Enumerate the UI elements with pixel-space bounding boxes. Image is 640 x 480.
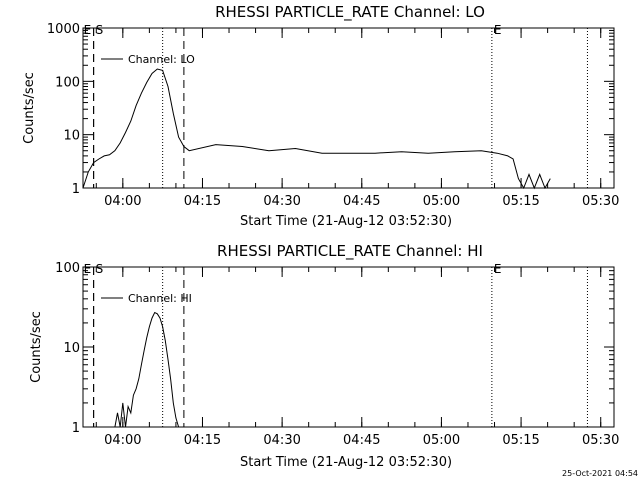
x-tick-label: 04:00 — [104, 194, 141, 209]
y-tick-label: 100 — [55, 261, 80, 276]
x-axis-label: Start Time (21-Aug-12 03:52:30) — [240, 455, 452, 470]
footer-timestamp: 25-Oct-2021 04:54 — [562, 469, 638, 478]
x-tick-label: 04:00 — [104, 433, 141, 448]
y-tick-label: 1000 — [47, 22, 80, 37]
x-tick-label: 04:30 — [263, 433, 300, 448]
legend-label: Channel: LO — [128, 53, 195, 66]
x-tick-label: 04:30 — [263, 194, 300, 209]
x-tick-label: 05:30 — [582, 194, 619, 209]
chart-panel-lo: RHESSI PARTICLE_RATE Channel: LO Start T… — [22, 3, 619, 229]
x-tick-label: 04:45 — [343, 433, 380, 448]
y-axis-label: Counts/sec — [29, 311, 44, 383]
x-tick-label: 05:15 — [502, 433, 539, 448]
y-tick-label: 1 — [72, 421, 80, 436]
y-tick-label: 1 — [72, 182, 80, 197]
y-axis-label: Counts/sec — [22, 72, 37, 144]
y-tick-label: 100 — [55, 75, 80, 90]
y-tick-label: 10 — [63, 129, 80, 144]
chart-title: RHESSI PARTICLE_RATE Channel: HI — [217, 242, 483, 261]
marker-label: E — [84, 23, 92, 37]
series-line — [82, 68, 551, 190]
chart-title: RHESSI PARTICLE_RATE Channel: LO — [215, 3, 485, 22]
y-tick-label: 10 — [63, 341, 80, 356]
marker-label: E — [84, 262, 92, 276]
marker-label: S — [96, 262, 104, 276]
plot-frame — [82, 27, 615, 189]
marker-label: E — [494, 23, 502, 37]
x-tick-label: 05:15 — [502, 194, 539, 209]
x-tick-label: 04:45 — [343, 194, 380, 209]
marker-label: E — [494, 262, 502, 276]
series-line — [114, 311, 180, 428]
x-tick-label: 05:30 — [582, 433, 619, 448]
x-tick-label: 05:00 — [423, 194, 460, 209]
x-tick-label: 04:15 — [184, 433, 221, 448]
marker-label: S — [96, 23, 104, 37]
x-tick-label: 05:00 — [423, 433, 460, 448]
chart-panel-hi: RHESSI PARTICLE_RATE Channel: HI Start T… — [29, 242, 619, 470]
x-tick-label: 04:15 — [184, 194, 221, 209]
legend-label: Channel: HI — [128, 292, 192, 305]
x-axis-label: Start Time (21-Aug-12 03:52:30) — [240, 214, 452, 229]
